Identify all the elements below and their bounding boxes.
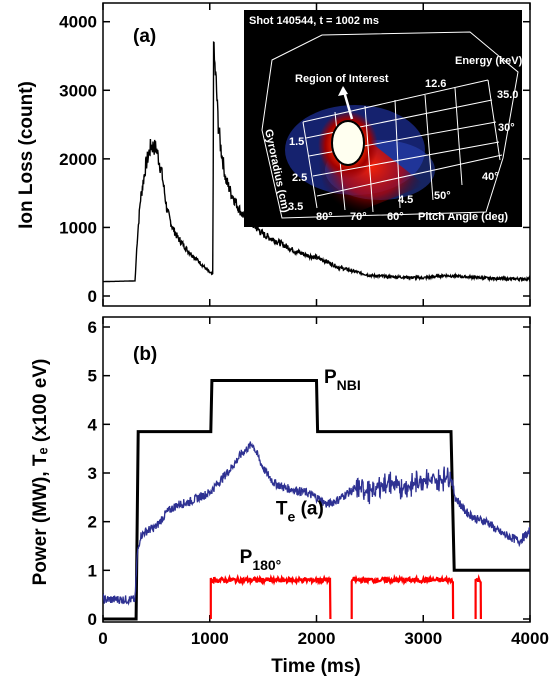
annotation-subscript: 180° [252,557,281,573]
inset-image: Shot 140544, t = 1002 ms Region of Inter… [244,10,523,227]
panel-b-label: (b) [133,344,157,365]
region-of-interest-outline [331,120,365,166]
panel-b-y-tick-label: 4 [88,415,98,434]
te-series-line [103,441,530,606]
inset-energy-label: Energy (keV) [455,55,523,67]
pnbi-series-line [103,379,530,621]
panel-a-y-tick-label: 3000 [59,81,97,100]
inset-gyro-tick-1: 1.5 [289,136,304,148]
annotation-subscript: e [288,508,296,524]
panel-a-y-tick-label: 4000 [59,13,97,32]
panel-a-y-axis-title: Ion Loss (count) [16,81,37,229]
x-tick-label: 4000 [511,629,549,648]
panel-b-y-tick-label: 3 [88,464,97,483]
x-tick-label: 3000 [404,629,442,648]
x-tick-label: 2000 [298,629,336,648]
inset-pitch-tick-2: 70° [350,211,367,223]
panel-b-y-tick-label: 1 [88,561,97,580]
inset-pitch-tick-6: 30° [498,122,515,134]
ion-loss-series-line [103,41,530,283]
inset-pitch-tick-3: 60° [387,211,404,223]
p180-series-line [474,574,482,620]
inset-gyro-tick-4: 4.5 [398,194,413,206]
panel-b-y-tick-label: 5 [88,367,97,386]
panel-b-y-tick-label: 0 [88,610,97,629]
p180-series-line [209,573,332,620]
inset-energy-tick-2: 35.0 [497,89,518,101]
panel-b-frame [102,316,531,623]
inset-pitch-tick-1: 80° [316,211,333,223]
p180-series-line [350,573,455,620]
inset-title: Shot 140544, t = 1002 ms [249,15,379,27]
annotation-suffix: (a) [295,498,324,519]
inset-gyro-tick-3: 3.5 [288,201,303,213]
x-tick-label: 0 [98,629,107,648]
inset-region-label: Region of Interest [295,73,389,85]
annotation-base: P [240,547,253,568]
panel-a-label: (a) [133,26,156,47]
panel-b-y-tick-label: 2 [88,513,97,532]
panel-b-plot [103,379,530,621]
series-annotation-label: Te (a) [276,498,324,524]
series-annotation-label: PNBI [324,367,361,393]
annotation-subscript: NBI [337,377,361,393]
panel-a-y-tick-label: 0 [88,287,97,306]
x-axis-title: Time (ms) [271,656,360,677]
inset-pitch-tick-4: 50° [434,190,451,202]
inset-pitch-label: Pitch Angle (deg) [418,211,508,223]
panel-a-axis-ticks: 0 1000 2000 3000 4000 [59,3,531,306]
panel-b-axis-ticks: 0 1 2 3 4 5 6 0 1000 2000 3000 4000 [88,317,549,648]
panel-a-y-tick-label: 1000 [59,218,97,237]
inset-pitch-tick-5: 40° [482,171,499,183]
x-tick-label: 1000 [191,629,229,648]
inset-energy-tick-1: 12.6 [425,78,446,90]
series-annotation-label: P180° [240,547,282,573]
panel-b-y-axis-title: Power (MW), Tₑ (x100 eV) [30,359,51,586]
inset-gyro-tick-2: 2.5 [292,172,307,184]
panel-b-y-tick-label: 6 [88,318,97,337]
panel-a-plot [103,41,530,283]
panel-a-y-tick-label: 2000 [59,150,97,169]
annotation-base: T [276,498,288,519]
annotation-base: P [324,367,337,388]
